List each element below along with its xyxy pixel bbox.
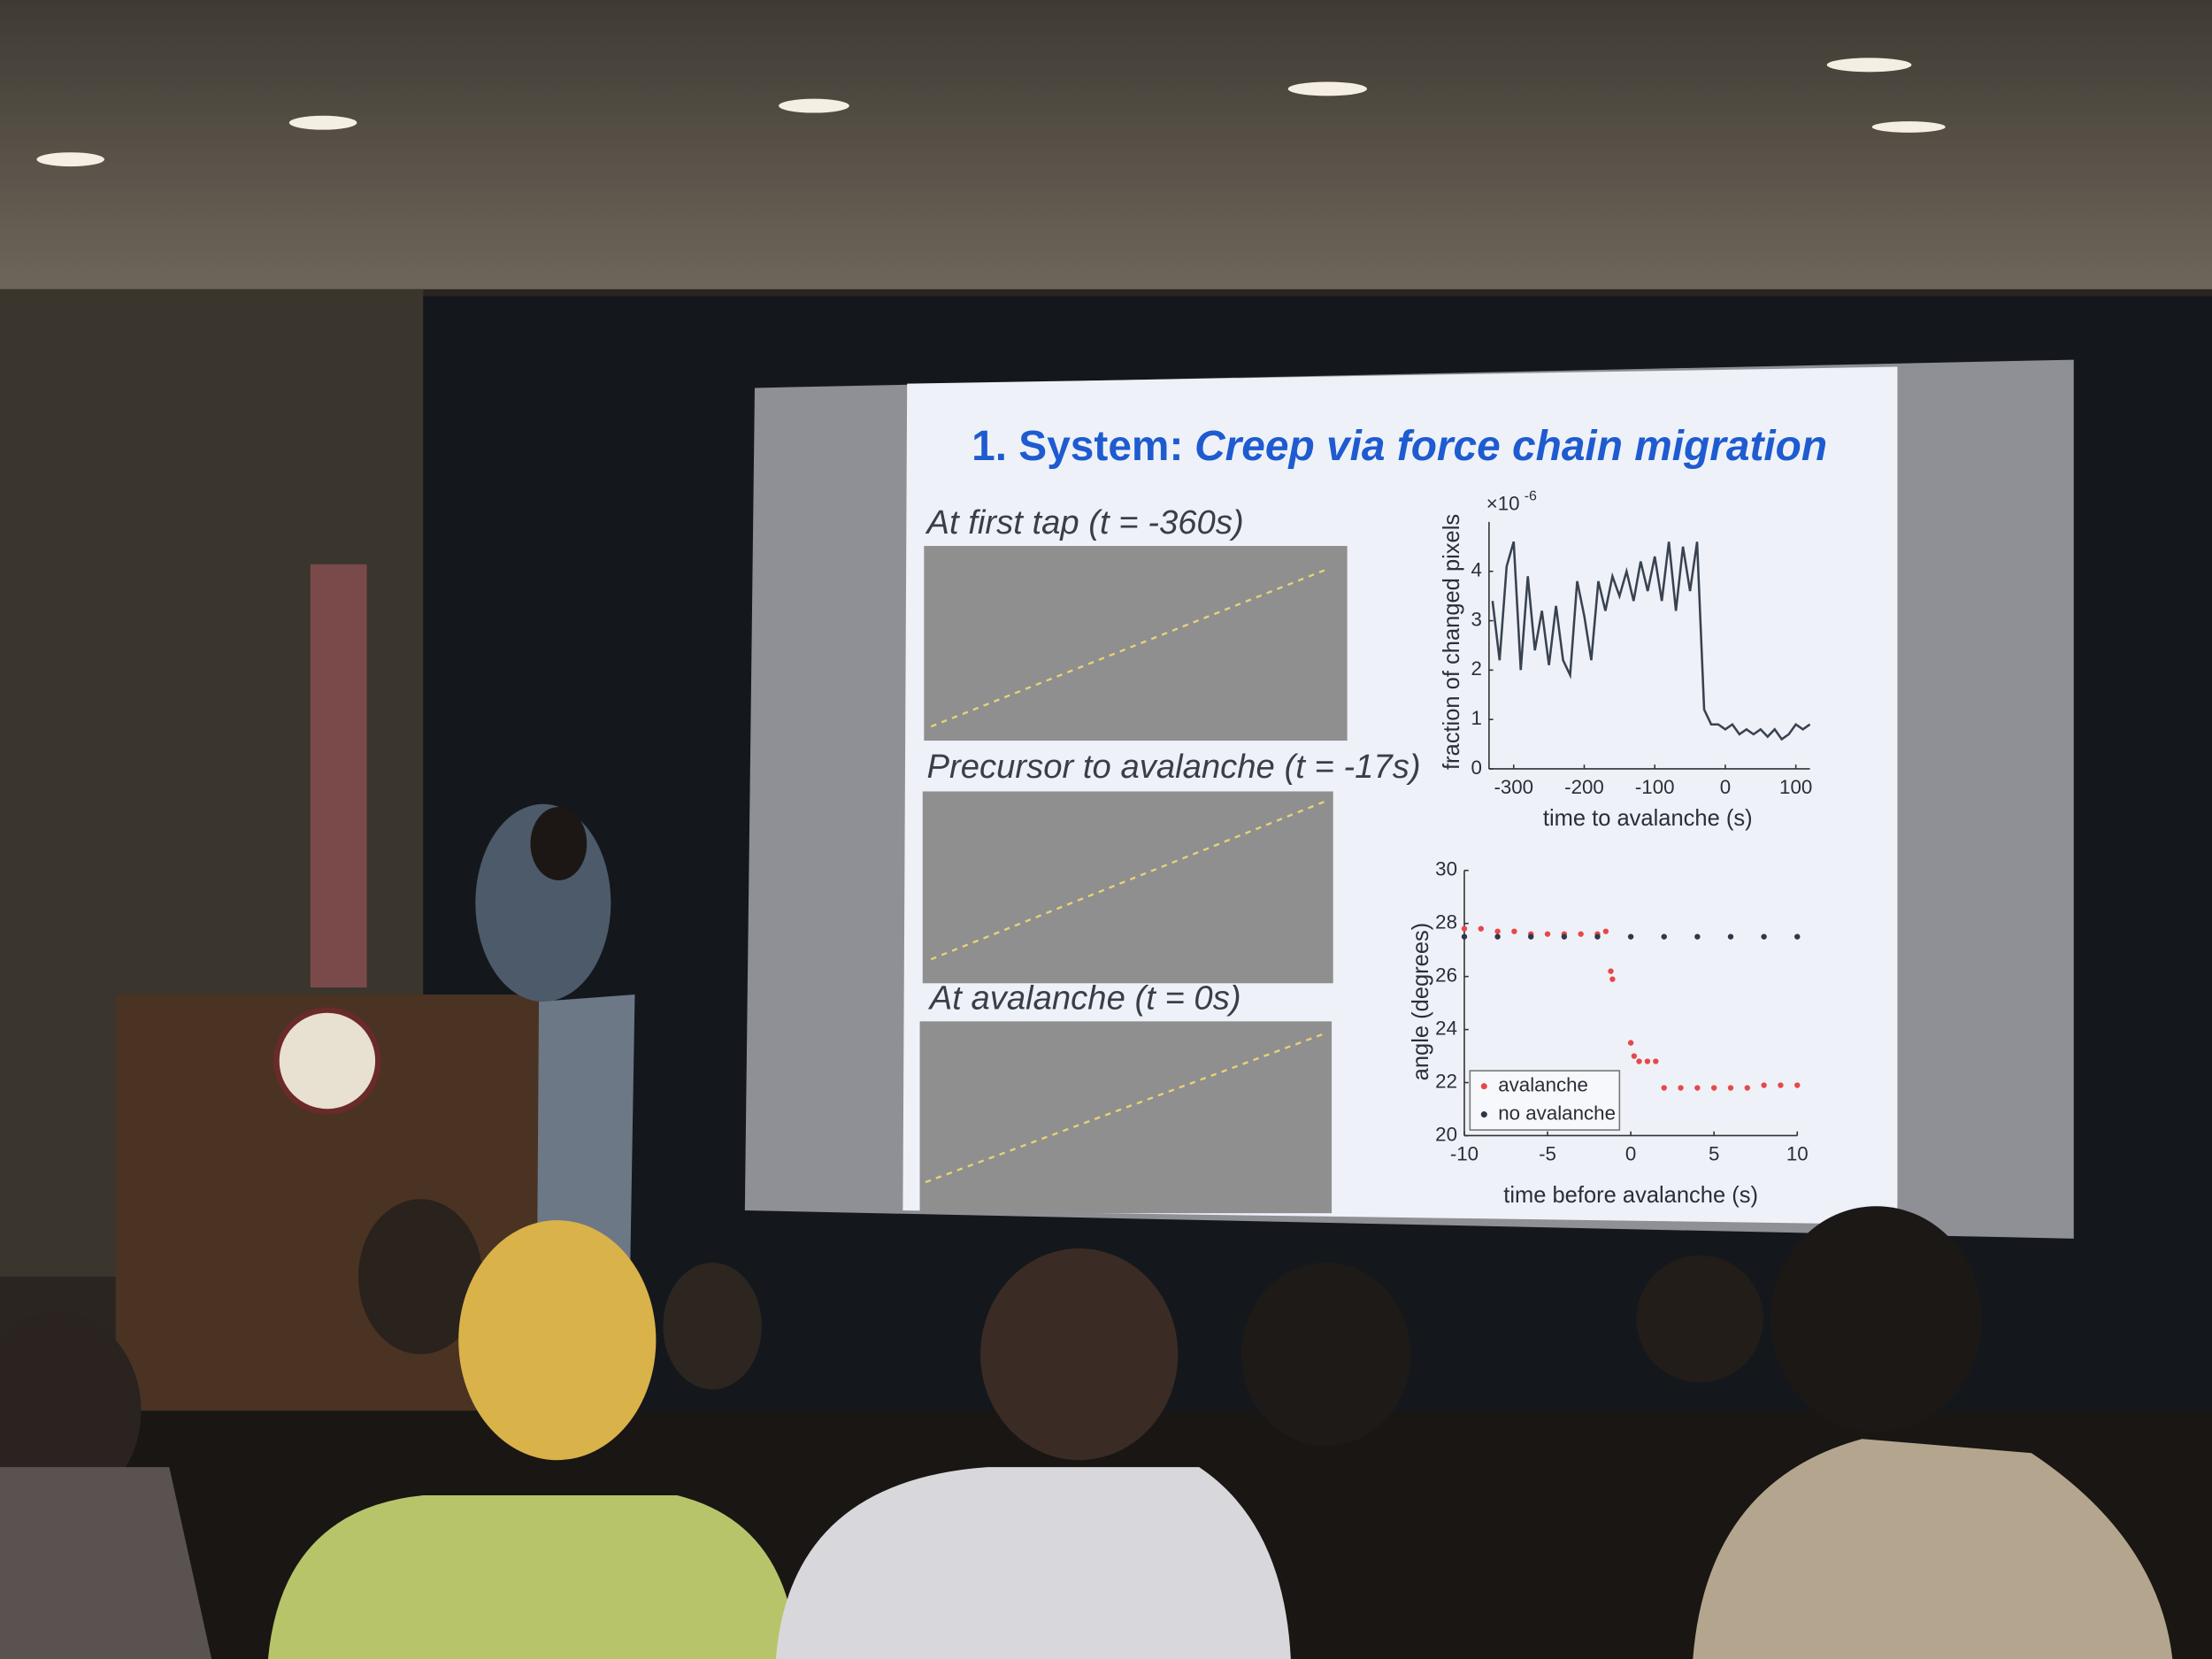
data-point — [1631, 1053, 1638, 1059]
audience — [0, 1199, 2212, 1659]
y-tick-label: 3 — [1471, 608, 1481, 630]
y-tick-label: 30 — [1435, 858, 1457, 880]
y-tick-label: 1 — [1471, 707, 1481, 729]
data-line — [1491, 541, 1811, 741]
data-point — [1608, 968, 1614, 974]
data-point — [1561, 933, 1568, 940]
x-tick-label: 5 — [1709, 1143, 1719, 1165]
seal — [273, 1007, 381, 1115]
x-tick-label: 0 — [1625, 1143, 1636, 1165]
y-tick-label: 2 — [1471, 657, 1481, 680]
lights — [36, 58, 1946, 167]
y-multiplier-exponent: -6 — [1525, 488, 1537, 503]
panel-caption: At first tap (t = -360s) — [926, 503, 1244, 541]
x-tick-label: -200 — [1564, 776, 1604, 798]
data-point — [1494, 933, 1501, 940]
data-point — [1678, 1085, 1684, 1091]
ceiling — [0, 0, 2212, 289]
y-multiplier: ×10 — [1486, 493, 1520, 515]
title-lead: 1. System: — [972, 423, 1183, 470]
data-point — [1594, 933, 1601, 940]
x-axis-label: time before avalanche (s) — [1503, 1183, 1758, 1208]
data-point — [1653, 1058, 1659, 1064]
data-point — [1761, 1082, 1767, 1088]
dashed-line — [930, 798, 1330, 961]
y-tick-label: 4 — [1471, 559, 1481, 581]
data-point — [1794, 1082, 1801, 1088]
data-point — [1710, 1085, 1717, 1091]
legend-label: no avalanche — [1498, 1102, 1616, 1124]
dashed-line — [930, 567, 1330, 728]
data-point — [1461, 933, 1468, 940]
title-main: Creep via force chain migration — [1194, 423, 1827, 470]
data-point — [1627, 1040, 1634, 1046]
data-point — [1528, 933, 1534, 940]
data-point — [1578, 931, 1584, 937]
data-point — [1609, 976, 1616, 982]
data-point — [1661, 933, 1667, 940]
data-point — [1727, 933, 1734, 940]
slide-title: 1. System: Creep via force chain migratio… — [972, 423, 1827, 470]
data-point — [1511, 928, 1517, 934]
data-point — [1602, 928, 1609, 934]
legend-marker — [1480, 1083, 1487, 1090]
x-tick-label: -5 — [1539, 1143, 1556, 1165]
x-tick-label: -10 — [1450, 1143, 1479, 1165]
data-point — [1744, 1085, 1750, 1091]
y-tick-label: 26 — [1435, 964, 1457, 987]
data-point — [1478, 926, 1484, 932]
y-tick-label: 22 — [1435, 1070, 1457, 1092]
legend — [1469, 1070, 1621, 1131]
data-point — [1636, 1058, 1642, 1064]
speaker-head — [530, 806, 588, 880]
x-tick-label: 0 — [1720, 776, 1731, 798]
y-tick-label: 24 — [1435, 1017, 1457, 1039]
legend-marker — [1480, 1111, 1487, 1118]
x-tick-label: -100 — [1635, 776, 1675, 798]
data-point — [1627, 933, 1634, 940]
panel-caption: At avalanche (t = 0s) — [928, 979, 1241, 1018]
x-tick-label: -300 — [1494, 776, 1533, 798]
data-point — [1794, 933, 1801, 940]
data-point — [1661, 1085, 1667, 1091]
legend-label: avalanche — [1498, 1074, 1588, 1096]
data-point — [1644, 1058, 1651, 1064]
y-axis-label: fraction of changed pixels — [1440, 514, 1464, 770]
data-point — [1694, 1085, 1701, 1091]
data-point — [1761, 933, 1767, 940]
data-point — [1694, 933, 1701, 940]
panel-caption: Precursor to avalanche (t = -17s) — [927, 748, 1421, 786]
dashed-line — [925, 1033, 1324, 1184]
y-tick-label: 28 — [1435, 911, 1457, 933]
y-tick-label: 0 — [1471, 757, 1481, 779]
panel-image — [924, 546, 1348, 741]
y-tick-label: 20 — [1435, 1123, 1457, 1145]
x-axis-label: time to avalanche (s) — [1543, 806, 1753, 831]
x-tick-label: 10 — [1786, 1143, 1809, 1165]
flag — [310, 564, 367, 988]
x-tick-label: 100 — [1779, 776, 1812, 798]
y-axis-label: angle (degrees) — [1409, 923, 1433, 1081]
data-point — [1461, 926, 1468, 932]
data-point — [1727, 1085, 1734, 1091]
data-point — [1494, 928, 1501, 934]
panel-image — [922, 791, 1333, 984]
data-point — [1778, 1082, 1784, 1088]
panel-image — [919, 1021, 1333, 1214]
data-point — [1544, 931, 1551, 937]
